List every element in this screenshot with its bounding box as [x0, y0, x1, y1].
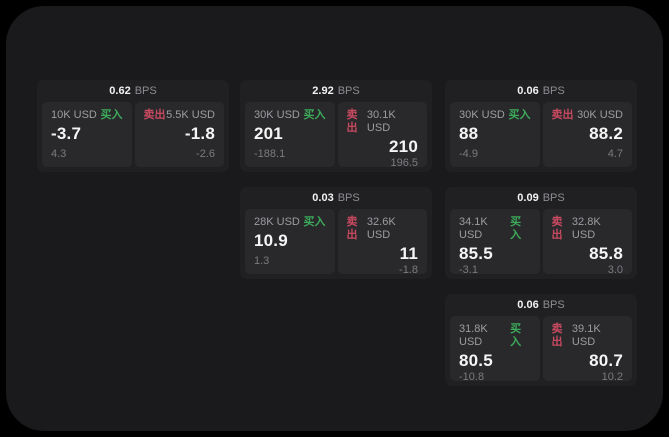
bps-unit-label: BPS: [542, 299, 565, 311]
buy-sub-value: 1.3: [254, 255, 270, 267]
buy-price: -3.7: [51, 124, 82, 143]
panels-row: 30K USD 买入 88 -4.9 卖出 30K USD 88.2 4.7: [445, 102, 637, 167]
buy-label: 买入: [510, 323, 522, 348]
buy-label: 买入: [510, 216, 522, 241]
buy-panel[interactable]: 30K USD 买入 201 -188.1: [245, 102, 335, 167]
sell-sub-value: -2.6: [196, 148, 215, 160]
sell-sub-value: 10.2: [601, 371, 623, 383]
sell-panel[interactable]: 卖出 32.6K USD 11 -1.8: [337, 209, 427, 276]
sell-price: 88.2: [589, 124, 623, 143]
bps-value: 0.06: [517, 85, 539, 97]
sell-amount: 30.1K USD: [366, 109, 396, 134]
bps-header: 2.92 BPS: [240, 80, 432, 102]
buy-amount: 28K USD: [254, 216, 300, 228]
buy-panel[interactable]: 28K USD 买入 10.9 1.3: [245, 209, 335, 274]
bps-header: 0.62 BPS: [37, 80, 229, 102]
buy-panel[interactable]: 34.1K USD 买入 85.5 -3.1: [450, 209, 540, 276]
buy-sub-value: -4.9: [459, 148, 478, 160]
buy-amount: 30K USD: [459, 109, 505, 121]
sell-sub-value: -1.8: [399, 264, 418, 276]
buy-amount: 34.1K USD: [459, 216, 488, 241]
panels-row: 34.1K USD 买入 85.5 -3.1 卖出 32.8K USD 85.8…: [445, 209, 637, 276]
bps-unit-label: BPS: [337, 192, 360, 204]
buy-amount: 31.8K USD: [459, 323, 488, 348]
quote-card: 0.03 BPS 28K USD 买入 10.9 1.3 卖出 32.6K US…: [240, 187, 432, 279]
panels-row: 30K USD 买入 201 -188.1 卖出 30.1K USD 210 1…: [240, 102, 432, 169]
sell-label: 卖出: [346, 109, 358, 134]
sell-price: 11: [399, 244, 418, 263]
sell-price: 85.8: [589, 244, 623, 263]
buy-price: 85.5: [459, 244, 493, 263]
buy-amount: 10K USD: [51, 109, 97, 121]
panels-row: 31.8K USD 买入 80.5 -10.8 卖出 39.1K USD 80.…: [445, 316, 637, 383]
buy-panel[interactable]: 10K USD 买入 -3.7 4.3: [42, 102, 132, 167]
bps-header: 0.09 BPS: [445, 187, 637, 209]
sell-label: 卖出: [143, 109, 166, 121]
bps-value: 0.62: [109, 85, 131, 97]
buy-panel[interactable]: 31.8K USD 买入 80.5 -10.8: [450, 316, 540, 383]
buy-panel[interactable]: 30K USD 买入 88 -4.9: [450, 102, 540, 167]
bps-value: 0.06: [517, 299, 539, 311]
sell-panel[interactable]: 卖出 30K USD 88.2 4.7: [542, 102, 632, 167]
buy-label: 买入: [303, 109, 326, 121]
sell-label: 卖出: [346, 216, 358, 241]
bps-header: 0.03 BPS: [240, 187, 432, 209]
buy-sub-value: 4.3: [51, 148, 67, 160]
sell-sub-value: 4.7: [607, 148, 623, 160]
quote-card: 2.92 BPS 30K USD 买入 201 -188.1 卖出 30.1K …: [240, 80, 432, 172]
bps-value: 2.92: [312, 85, 334, 97]
quote-card: 0.06 BPS 31.8K USD 买入 80.5 -10.8 卖出 39.1…: [445, 294, 637, 386]
buy-sub-value: -10.8: [459, 371, 485, 383]
sell-panel[interactable]: 卖出 30.1K USD 210 196.5: [337, 102, 427, 169]
quote-card: 0.09 BPS 34.1K USD 买入 85.5 -3.1 卖出 32.8K…: [445, 187, 637, 279]
sell-panel[interactable]: 卖出 39.1K USD 80.7 10.2: [542, 316, 632, 383]
buy-price: 10.9: [254, 231, 288, 250]
bps-value: 0.09: [517, 192, 539, 204]
bps-unit-label: BPS: [134, 85, 157, 97]
bps-header: 0.06 BPS: [445, 80, 637, 102]
panels-row: 10K USD 买入 -3.7 4.3 卖出 5.5K USD -1.8 -2.…: [37, 102, 229, 167]
buy-label: 买入: [303, 216, 326, 228]
sell-price: -1.8: [184, 124, 215, 143]
buy-label: 买入: [100, 109, 123, 121]
sell-price: 210: [389, 137, 418, 156]
buy-label: 买入: [508, 109, 531, 121]
buy-amount: 30K USD: [254, 109, 300, 121]
sell-amount: 30K USD: [577, 109, 623, 121]
buy-price: 80.5: [459, 351, 493, 370]
sell-sub-value: 3.0: [607, 264, 623, 276]
sell-panel[interactable]: 卖出 5.5K USD -1.8 -2.6: [134, 102, 224, 167]
buy-sub-value: -188.1: [254, 148, 286, 160]
bps-value: 0.03: [312, 192, 334, 204]
panels-row: 28K USD 买入 10.9 1.3 卖出 32.6K USD 11 -1.8: [240, 209, 432, 276]
bps-header: 0.06 BPS: [445, 294, 637, 316]
sell-amount: 32.6K USD: [366, 216, 396, 241]
sell-price: 80.7: [589, 351, 623, 370]
sell-label: 卖出: [551, 109, 574, 121]
sell-label: 卖出: [551, 216, 563, 241]
sell-sub-value: 196.5: [390, 157, 418, 169]
sell-label: 卖出: [551, 323, 563, 348]
buy-price: 201: [254, 124, 283, 143]
sell-amount: 5.5K USD: [166, 109, 215, 121]
sell-amount: 32.8K USD: [571, 216, 601, 241]
quote-card: 0.62 BPS 10K USD 买入 -3.7 4.3 卖出 5.5K USD…: [37, 80, 229, 172]
buy-sub-value: -3.1: [459, 264, 478, 276]
bps-unit-label: BPS: [542, 192, 565, 204]
buy-price: 88: [459, 124, 479, 143]
app-screen: 0.62 BPS 10K USD 买入 -3.7 4.3 卖出 5.5K USD…: [6, 6, 663, 431]
bps-unit-label: BPS: [337, 85, 360, 97]
bps-unit-label: BPS: [542, 85, 565, 97]
quote-card: 0.06 BPS 30K USD 买入 88 -4.9 卖出 30K USD 8…: [445, 80, 637, 172]
sell-panel[interactable]: 卖出 32.8K USD 85.8 3.0: [542, 209, 632, 276]
sell-amount: 39.1K USD: [571, 323, 601, 348]
